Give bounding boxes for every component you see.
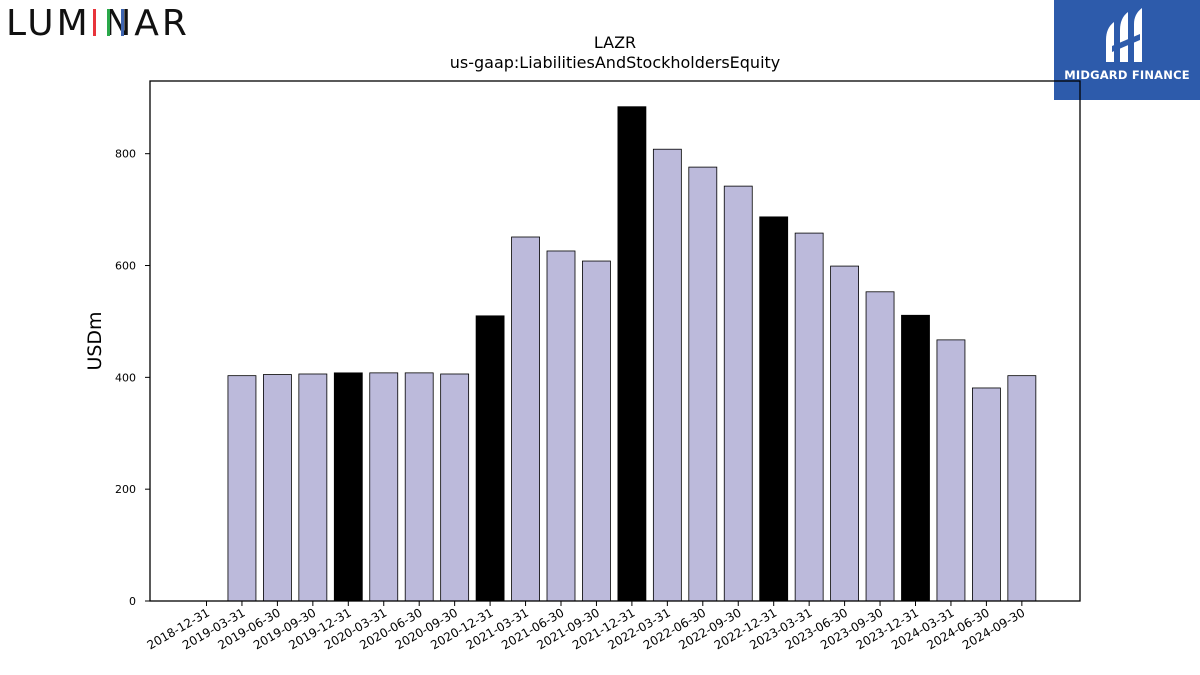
bar-2019-03-31 [227,375,257,602]
bar-2021-03-31 [511,236,540,602]
bar-2020-06-30 [404,372,434,602]
y-axis-label: USDm [84,311,106,370]
bar-2022-09-30 [723,185,753,602]
bar-2020-09-30 [440,373,470,602]
luminar-logo: LUMINAR [6,3,190,42]
bar-2024-06-30 [972,387,1001,602]
x-ticks-layer: 2018-12-312019-03-312019-06-302019-09-30… [145,601,1027,652]
bar-2024-03-31 [936,339,966,602]
midgard-emblem-icon [1106,8,1142,62]
luminar-i-red [93,9,96,36]
bar-2022-12-31 [759,216,789,602]
midgard-finance-logo: MIDGARD FINANCE [1054,0,1200,100]
bar-2019-06-30 [262,374,292,602]
plot-frame [149,80,1081,602]
y-tick-label: 400 [115,371,136,384]
y-tick-label: 600 [115,260,136,273]
bar-2019-09-30 [298,373,328,602]
luminar-i-blue [121,9,124,36]
bar-2023-09-30 [865,291,895,602]
y-ticks-layer: 0 200 400 600 800 [115,148,150,608]
bar-2022-06-30 [688,166,718,602]
bar-2019-12-31 [333,372,363,602]
bar-2021-06-30 [546,250,576,602]
bar-2022-03-31 [652,148,682,602]
y-tick-label: 200 [115,483,136,496]
bar-2020-12-31 [475,315,505,602]
bar-2020-03-31 [369,372,399,602]
bars-layer [227,106,1037,602]
bar-2023-12-31 [901,314,930,602]
midgard-logo-text: MIDGARD FINANCE [1064,68,1190,82]
bar-2021-09-30 [582,260,611,602]
luminar-i-green [107,9,110,36]
bar-2023-06-30 [830,265,859,602]
chart-title: LAZR [594,33,636,52]
bar-2024-09-30 [1007,375,1037,602]
luminar-logo-text: LUMINAR [6,3,190,42]
bar-2023-03-31 [794,232,824,602]
y-tick-label: 800 [115,148,136,161]
y-tick-label: 0 [129,595,136,608]
chart-subtitle: us-gaap:LiabilitiesAndStockholdersEquity [450,53,781,72]
bar-2021-12-31 [617,106,647,602]
